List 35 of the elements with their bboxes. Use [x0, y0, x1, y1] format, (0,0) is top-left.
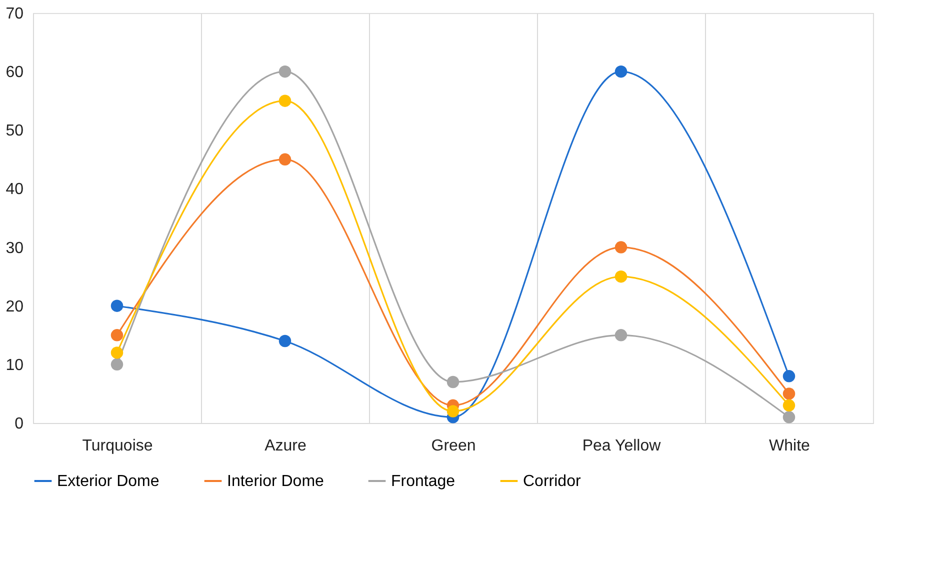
y-tick-label: 0 [14, 416, 24, 432]
y-tick-label: 60 [6, 64, 24, 82]
point [782, 388, 796, 400]
x-tick-label: Green [431, 438, 476, 454]
point [614, 329, 628, 342]
x-tick-label: Azure [264, 438, 306, 454]
legend-label: Corridor [523, 473, 582, 490]
legend-label: Frontage [391, 473, 456, 490]
point [782, 411, 796, 424]
point [782, 399, 796, 412]
x-tick-label: Turquoise [82, 438, 153, 454]
x-tick-label: Pea Yellow [582, 438, 662, 454]
y-tick-label: 50 [6, 122, 24, 140]
y-tick-label: 70 [6, 6, 24, 22]
point [614, 65, 628, 78]
legend-label: Interior Dome [227, 473, 324, 490]
point [278, 334, 292, 348]
point [782, 370, 796, 382]
x-tick-label: White [769, 438, 810, 454]
point [614, 270, 628, 283]
y-tick-label: 30 [6, 240, 24, 257]
point [446, 376, 460, 388]
point [278, 153, 292, 166]
point [110, 358, 124, 371]
y-tick-label: 10 [6, 356, 24, 374]
point [278, 94, 292, 107]
point [446, 405, 460, 418]
y-tick-label: 40 [6, 181, 24, 198]
legend-label: Exterior Dome [57, 473, 160, 490]
point [110, 329, 124, 342]
point [110, 346, 124, 359]
point [110, 300, 124, 312]
point [614, 241, 628, 254]
point [278, 65, 292, 78]
y-tick-label: 20 [6, 298, 24, 316]
